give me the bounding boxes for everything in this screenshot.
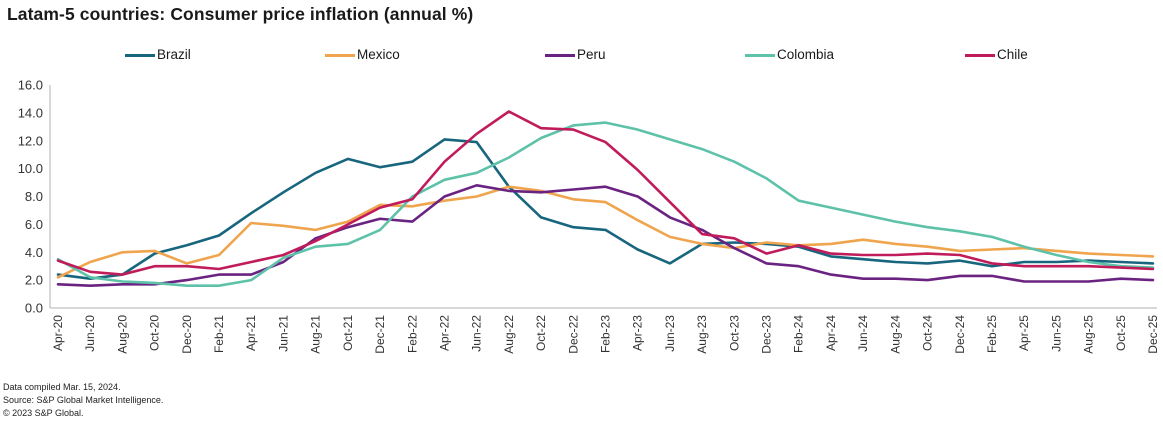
legend-label: Brazil: [157, 47, 191, 62]
x-tick-label: Oct-20: [148, 315, 162, 351]
footer: Data compiled Mar. 15, 2024. Source: S&P…: [3, 381, 163, 420]
y-tick-label: 0.0: [25, 301, 43, 316]
x-tick-label: Jun-24: [856, 315, 870, 352]
series-line-brazil: [56, 138, 1155, 281]
x-tick-label: Jun-20: [83, 315, 97, 352]
legend-item-mexico: Mexico: [325, 47, 400, 63]
x-tick-label: Dec-22: [566, 315, 580, 354]
x-tick-label: Oct-24: [921, 315, 935, 351]
x-tick-label: Oct-23: [727, 315, 741, 351]
x-tick-label: Dec-21: [373, 315, 387, 354]
legend-item-peru: Peru: [545, 47, 606, 63]
legend-swatch-chile: [965, 53, 995, 57]
x-tick-label: Oct-22: [534, 315, 548, 351]
footer-compiled-note: Data compiled Mar. 15, 2024.: [3, 382, 121, 392]
chart-title: Latam-5 countries: Consumer price inflat…: [7, 4, 474, 24]
series-line-colombia: [56, 121, 1155, 288]
y-tick-label: 12.0: [18, 133, 43, 148]
legend-swatch-colombia: [745, 53, 775, 57]
legend-item-brazil: Brazil: [125, 47, 191, 63]
y-tick-label: 16.0: [18, 78, 43, 93]
legend-swatch-mexico: [325, 53, 355, 57]
x-tick-label: Jun-23: [663, 315, 677, 352]
x-tick-label: Feb-24: [792, 315, 806, 353]
legend-swatch-peru: [545, 53, 575, 57]
x-tick-label: Apr-21: [244, 315, 258, 351]
x-tick-label: Aug-25: [1082, 315, 1096, 354]
x-tick-label: Dec-23: [760, 315, 774, 354]
x-tick-label: Feb-25: [985, 315, 999, 353]
y-tick-label: 8.0: [25, 189, 43, 204]
legend-label: Peru: [577, 47, 606, 62]
series-line-peru: [56, 184, 1155, 288]
x-tick-label: Aug-20: [115, 315, 129, 354]
x-tick-label: Apr-24: [824, 315, 838, 351]
y-tick-label: 4.0: [25, 245, 43, 260]
series-line-chile: [56, 110, 1155, 276]
x-tick-label: Aug-23: [695, 315, 709, 354]
footer-source-note: Source: S&P Global Market Intelligence.: [3, 395, 164, 405]
x-tick-label: Aug-22: [502, 315, 516, 354]
x-tick-label: Apr-20: [51, 315, 65, 351]
y-tick-label: 10.0: [18, 161, 43, 176]
legend-swatch-brazil: [125, 53, 155, 57]
legend-item-chile: Chile: [965, 47, 1028, 63]
x-tick-label: Jun-22: [470, 315, 484, 352]
y-axis-labels: 0.0 2.0 4.0 6.0 8.0 10.0 12.0 14.0 16.0: [18, 78, 43, 316]
x-tick-label: Aug-24: [888, 315, 902, 354]
x-tick-label: Dec-20: [180, 315, 194, 354]
x-tick-label: Dec-25: [1146, 315, 1160, 354]
x-tick-label: Apr-22: [437, 315, 451, 351]
legend-item-colombia: Colombia: [745, 47, 834, 63]
series-line-mexico: [56, 185, 1155, 279]
x-tick-label: Oct-25: [1114, 315, 1128, 351]
x-tick-label: Apr-25: [1017, 315, 1031, 351]
x-tick-label: Aug-21: [309, 315, 323, 354]
x-tick-label: Feb-23: [599, 315, 613, 353]
x-tick-label: Feb-22: [405, 315, 419, 353]
y-tick-label: 14.0: [18, 105, 43, 120]
x-axis-labels: Apr-20 Jun-20 Aug-20 Oct-20 Dec-20 Feb-21 Apr-…: [51, 315, 1160, 354]
x-tick-label: Feb-21: [212, 315, 226, 353]
legend-label: Chile: [997, 47, 1028, 62]
x-tick-label: Jun-25: [1049, 315, 1063, 352]
footer-copyright-note: © 2023 S&P Global.: [3, 408, 84, 418]
legend-label: Colombia: [777, 47, 835, 62]
x-tick-label: Apr-23: [631, 315, 645, 351]
legend-label: Mexico: [357, 47, 400, 62]
y-tick-label: 6.0: [25, 217, 43, 232]
x-tick-label: Oct-21: [341, 315, 355, 351]
y-tick-label: 2.0: [25, 273, 43, 288]
x-tick-label: Dec-24: [953, 315, 967, 354]
x-tick-label: Jun-21: [276, 315, 290, 352]
